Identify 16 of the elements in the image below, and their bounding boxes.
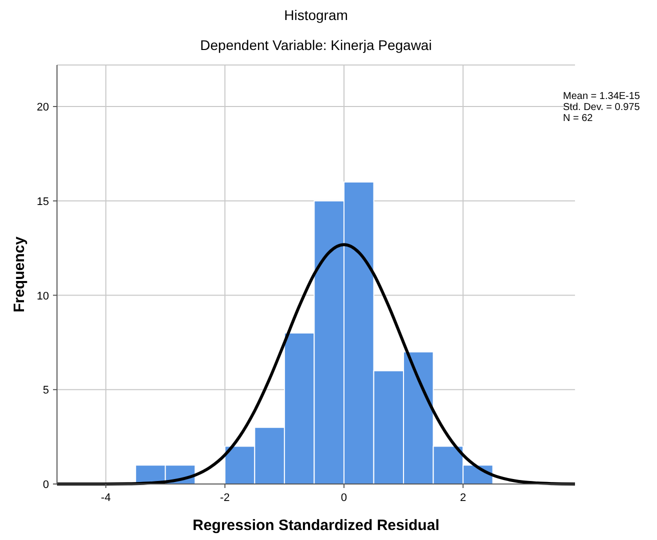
y-tick-label: 20 — [36, 102, 49, 114]
annotation: N = 62 — [563, 113, 594, 124]
y-tick-label: 5 — [42, 384, 49, 397]
x-axis-title: Regression Standardized Residual — [192, 517, 440, 534]
y-axis-title: Frequency — [11, 236, 28, 312]
x-tick-label: 2 — [460, 492, 466, 504]
x-tick-label: 0 — [340, 492, 348, 504]
x-tick-label: -4 — [100, 492, 111, 504]
annotation: Std. Dev. = 0.975 — [563, 102, 640, 113]
chart-subtitle: Dependent Variable: Kinerja Pegawai — [200, 37, 432, 53]
y-tick-label: 10 — [36, 290, 49, 302]
chart-title: Histogram — [284, 7, 348, 23]
y-tick-label: 0 — [42, 479, 49, 491]
y-tick-label: 15 — [36, 196, 49, 208]
x-tick-label: -2 — [220, 492, 230, 504]
annotation: Mean = 1.34E-15 — [563, 91, 640, 102]
